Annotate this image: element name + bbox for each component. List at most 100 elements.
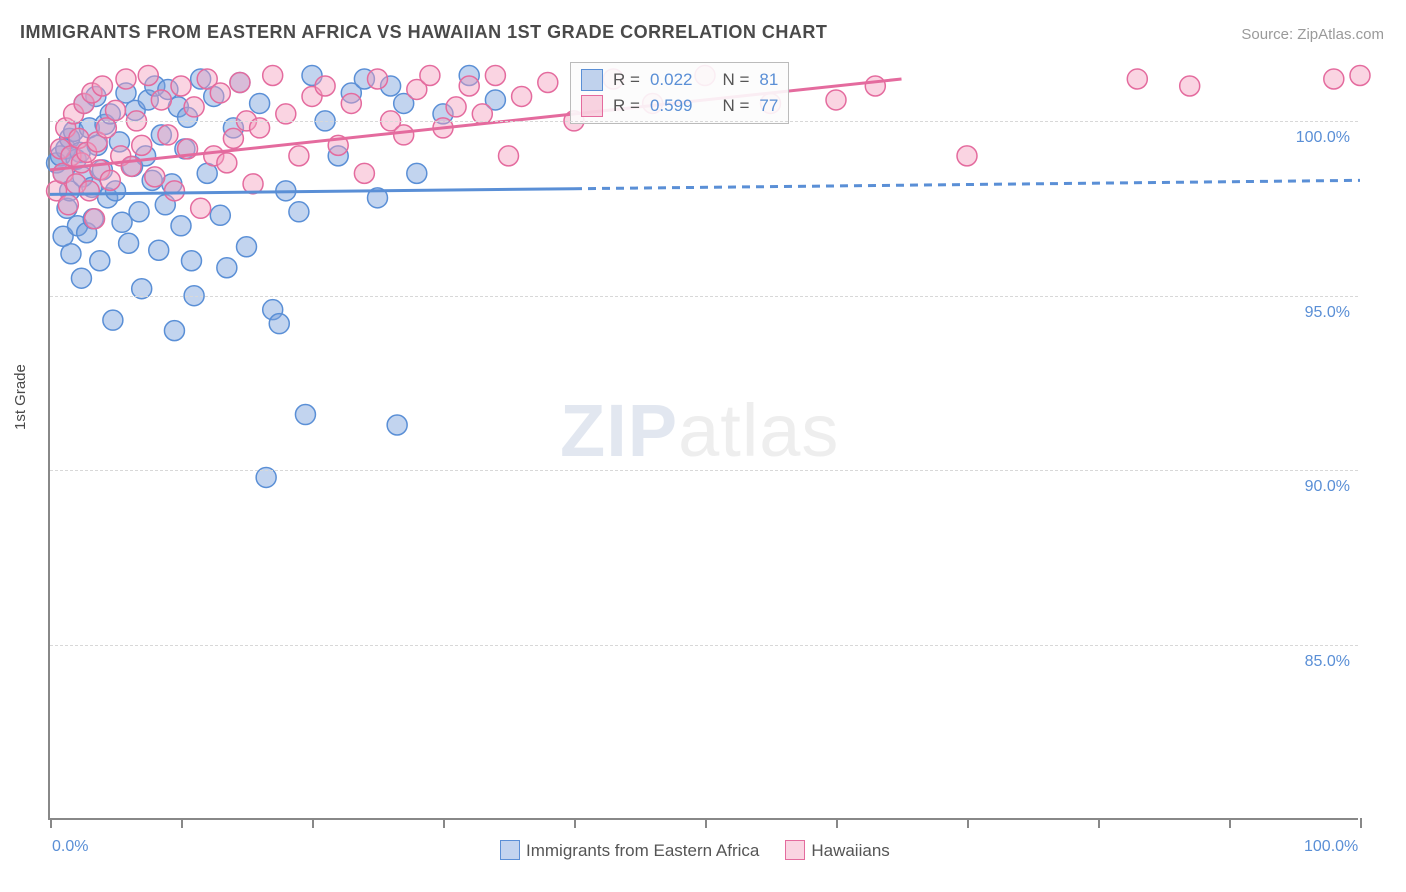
y-tick-label: 100.0%: [1296, 129, 1350, 147]
scatter-point: [295, 405, 315, 425]
scatter-point: [289, 146, 309, 166]
scatter-point: [184, 97, 204, 117]
legend-item: Immigrants from Eastern Africa: [500, 840, 759, 861]
scatter-point: [459, 76, 479, 96]
scatter-point: [394, 125, 414, 145]
scatter-point: [85, 209, 105, 229]
r-value: 0.022: [650, 70, 693, 90]
y-tick-label: 90.0%: [1305, 478, 1350, 496]
gridline: [50, 645, 1358, 646]
scatter-point: [538, 72, 558, 92]
legend-stats-row: R = 0.022N = 81: [581, 67, 778, 93]
scatter-point: [1180, 76, 1200, 96]
x-tick: [50, 818, 52, 828]
scatter-point: [210, 205, 230, 225]
scatter-point: [129, 202, 149, 222]
x-tick: [967, 818, 969, 828]
scatter-point: [145, 167, 165, 187]
scatter-point: [61, 244, 81, 264]
x-tick: [1360, 818, 1362, 828]
scatter-point: [263, 65, 283, 85]
x-tick: [312, 818, 314, 828]
x-tick: [1229, 818, 1231, 828]
legend-label: Hawaiians: [811, 841, 889, 860]
x-tick-label: 0.0%: [52, 838, 88, 856]
scatter-point: [230, 72, 250, 92]
scatter-point: [865, 76, 885, 96]
scatter-point: [58, 195, 78, 215]
scatter-point: [407, 163, 427, 183]
scatter-point: [103, 310, 123, 330]
n-value: 77: [759, 96, 778, 116]
gridline: [50, 470, 1358, 471]
gridline: [50, 121, 1358, 122]
scatter-point: [269, 314, 289, 334]
scatter-point: [237, 237, 257, 257]
y-tick-label: 95.0%: [1305, 304, 1350, 322]
scatter-point: [90, 251, 110, 271]
scatter-point: [1350, 65, 1370, 85]
chart-title: IMMIGRANTS FROM EASTERN AFRICA VS HAWAII…: [20, 22, 827, 43]
legend-series: Immigrants from Eastern Africa Hawaiians: [500, 840, 890, 861]
scatter-point: [217, 258, 237, 278]
scatter-point: [1127, 69, 1147, 89]
scatter-point: [387, 415, 407, 435]
scatter-point: [106, 100, 126, 120]
scatter-point: [181, 251, 201, 271]
legend-swatch: [785, 840, 805, 860]
scatter-point: [223, 128, 243, 148]
scatter-point: [341, 93, 361, 113]
scatter-point: [1324, 69, 1344, 89]
scatter-point: [149, 240, 169, 260]
regression-line: [574, 180, 1360, 188]
scatter-point: [158, 125, 178, 145]
x-tick: [443, 818, 445, 828]
y-axis-label: 1st Grade: [12, 364, 29, 430]
legend-stats-row: R = 0.599N = 77: [581, 93, 778, 119]
scatter-point: [92, 76, 112, 96]
scatter-point: [79, 181, 99, 201]
scatter-point: [164, 321, 184, 341]
x-tick: [574, 818, 576, 828]
scatter-point: [171, 216, 191, 236]
scatter-point: [289, 202, 309, 222]
x-tick: [1098, 818, 1100, 828]
legend-swatch: [500, 840, 520, 860]
scatter-point: [116, 69, 136, 89]
scatter-point: [420, 65, 440, 85]
scatter-point: [957, 146, 977, 166]
scatter-point: [164, 181, 184, 201]
scatter-point: [100, 170, 120, 190]
scatter-point: [368, 69, 388, 89]
scatter-point: [171, 76, 191, 96]
scatter-point: [71, 268, 91, 288]
x-tick: [705, 818, 707, 828]
scatter-point: [315, 76, 335, 96]
legend-item: Hawaiians: [785, 840, 889, 861]
scatter-point: [217, 153, 237, 173]
gridline: [50, 296, 1358, 297]
scatter-point: [485, 65, 505, 85]
source-link[interactable]: ZipAtlas.com: [1297, 26, 1384, 43]
legend-stats: R = 0.022N = 81R = 0.599N = 77: [570, 62, 789, 124]
scatter-point: [446, 97, 466, 117]
correlation-chart: IMMIGRANTS FROM EASTERN AFRICA VS HAWAII…: [0, 0, 1406, 892]
scatter-svg: [50, 58, 1358, 818]
y-tick-label: 85.0%: [1305, 653, 1350, 671]
scatter-point: [191, 198, 211, 218]
legend-label: Immigrants from Eastern Africa: [526, 841, 759, 860]
scatter-point: [499, 146, 519, 166]
legend-swatch: [581, 69, 603, 91]
x-tick: [836, 818, 838, 828]
scatter-point: [250, 93, 270, 113]
plot-area: ZIPatlas R = 0.022N = 81R = 0.599N = 77 …: [48, 58, 1358, 820]
source-label: Source: ZipAtlas.com: [1241, 26, 1384, 43]
scatter-point: [132, 135, 152, 155]
scatter-point: [512, 86, 532, 106]
scatter-point: [119, 233, 139, 253]
scatter-point: [354, 163, 374, 183]
x-tick-label: 100.0%: [1304, 838, 1358, 856]
n-value: 81: [759, 70, 778, 90]
x-tick: [181, 818, 183, 828]
scatter-point: [210, 83, 230, 103]
